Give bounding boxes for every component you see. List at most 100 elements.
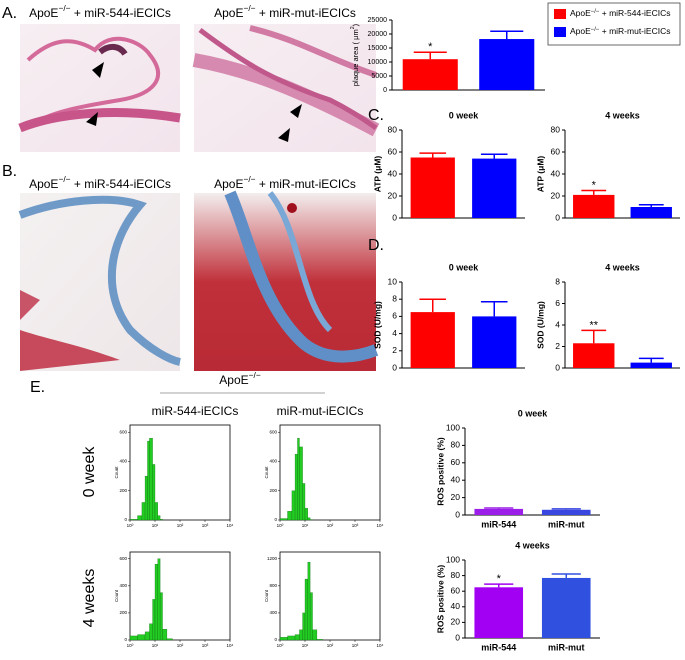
bar: [474, 508, 524, 515]
y-axis-label: ROS positive (%): [435, 437, 445, 506]
y-tick-label: 40: [451, 474, 461, 484]
y-tick-label: 4: [392, 328, 397, 338]
panel-label: D.: [368, 237, 384, 254]
y-tick-label: 600: [269, 429, 277, 434]
y-tick-label: 100: [446, 422, 460, 432]
group-header: ApoE−/−: [219, 370, 261, 387]
bar: [479, 39, 535, 90]
y-tick-label: 0: [274, 517, 277, 522]
y-tick-label: 80: [451, 440, 461, 450]
y-axis-label-sup: 2: [350, 26, 356, 29]
legend-label-part: + miR-mut-iECICs: [599, 26, 670, 36]
y-tick-label: 400: [269, 610, 277, 615]
y-tick-label: 600: [119, 429, 127, 434]
histogram-bin: [129, 519, 138, 521]
column-label: miR-544-iECICs: [152, 404, 239, 418]
y-tick-label: 80: [551, 124, 561, 134]
x-tick-label: 10⁰: [127, 643, 134, 648]
y-tick-label: 400: [119, 583, 127, 588]
y-tick-label: 200: [119, 610, 127, 615]
chart-title: 4 weeks: [605, 110, 640, 120]
x-tick-label: miR-544: [481, 519, 516, 529]
caption: ApoE−/− + miR-mut-iECICs: [214, 3, 356, 20]
legend-swatch: [554, 27, 566, 37]
histogram-bin: [316, 639, 323, 641]
caption-part: ApoE: [214, 177, 243, 191]
legend-label-sup: −/−: [591, 9, 600, 15]
significance: *: [592, 179, 597, 191]
y-tick-label: 15000: [368, 45, 388, 52]
histogram-bin: [294, 634, 300, 641]
x-tick-label: 10³: [202, 523, 209, 528]
legend-box: [547, 2, 681, 46]
x-tick-label: 10¹: [302, 523, 309, 528]
y-tick-label: 20: [388, 190, 398, 200]
histogram-bin: [157, 515, 161, 521]
y-tick-label: 0: [124, 637, 127, 642]
group-header-sup: −/−: [249, 370, 261, 380]
y-tick-label: 20000: [368, 31, 388, 38]
significance: *: [428, 41, 433, 53]
legend-swatch: [554, 9, 566, 19]
y-axis-label: SOD (U/mg): [535, 301, 545, 349]
histogram-bin: [279, 637, 288, 641]
legend-label-sup: −/−: [591, 27, 600, 33]
bar: [474, 587, 524, 638]
caption-sup: −/−: [58, 174, 70, 184]
micrograph: [194, 190, 379, 371]
y-tick-label: 40: [551, 168, 561, 178]
histogram-bin: [291, 490, 296, 521]
chart-title: 0 week: [518, 408, 549, 418]
y-axis-label: Count: [114, 589, 119, 602]
bar: [541, 577, 591, 638]
y-tick-label: 60: [451, 585, 461, 595]
y-tick-label: 25000: [368, 17, 388, 24]
bar: [402, 59, 458, 90]
y-axis-label: ROS positive (%): [435, 565, 445, 634]
group-header-part: ApoE: [219, 373, 248, 387]
caption-part: + miR-544-iECICs: [71, 6, 171, 20]
row-label: 0 week: [81, 446, 98, 498]
histogram-bin: [279, 518, 288, 521]
y-tick-label: 0: [124, 517, 127, 522]
bar: [541, 509, 591, 515]
y-axis-label: plaque area ( μm2): [350, 23, 360, 86]
histogram-bin: [129, 635, 138, 641]
histogram-bin: [149, 438, 153, 521]
legend-label: ApoE−/− + miR-mut-iECICs: [570, 26, 670, 36]
row-label: 4 weeks: [81, 569, 98, 628]
caption-part: + miR-mut-iECICs: [256, 177, 356, 191]
y-tick-label: 8: [555, 276, 560, 286]
x-tick-label: 10⁴: [377, 523, 384, 528]
legend-label-part: ApoE: [570, 8, 591, 18]
caption-part: + miR-544-iECICs: [71, 177, 171, 191]
y-tick-label: 20: [551, 190, 561, 200]
legend-label: ApoE−/− + miR-544-iECICs: [570, 8, 670, 18]
y-axis-label: ATP (μM): [372, 156, 382, 193]
chart-title: 0 week: [449, 110, 480, 120]
y-tick-label: 40: [388, 168, 398, 178]
y-axis-label: ATP (μM): [535, 156, 545, 193]
x-tick-label: miR-mut: [548, 642, 585, 652]
x-tick-label: 10⁴: [377, 643, 384, 648]
plot-frame: [129, 551, 231, 641]
bar: [630, 207, 672, 218]
y-tick-label: 0: [392, 362, 397, 372]
x-tick-label: 10¹: [152, 643, 159, 648]
histogram-bin: [144, 476, 148, 521]
y-tick-label: 8: [392, 293, 397, 303]
histogram-bin: [302, 483, 306, 521]
caption-sup: −/−: [58, 3, 70, 13]
x-tick-label: miR-544: [481, 642, 516, 652]
x-tick-label: 10²: [327, 643, 334, 648]
caption-part: ApoE: [29, 6, 58, 20]
significance: **: [589, 319, 598, 331]
bar: [472, 158, 517, 218]
panel-label: A.: [2, 5, 17, 22]
y-axis-label: Count: [114, 466, 119, 479]
chart-title: 0 week: [449, 262, 480, 272]
bar: [472, 316, 517, 368]
caption-part: ApoE: [214, 6, 243, 20]
histogram-bin: [299, 446, 303, 521]
